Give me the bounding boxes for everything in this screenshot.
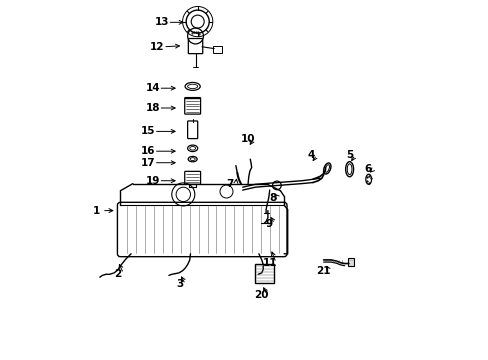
- Text: 16: 16: [141, 146, 155, 156]
- Text: 10: 10: [241, 134, 255, 144]
- Text: 17: 17: [141, 158, 155, 168]
- Text: 18: 18: [145, 103, 160, 113]
- Text: 4: 4: [307, 150, 314, 160]
- Text: 12: 12: [150, 42, 164, 52]
- Text: 15: 15: [141, 126, 155, 136]
- Text: 5: 5: [346, 150, 352, 160]
- Text: 1: 1: [92, 206, 100, 216]
- Text: 14: 14: [145, 83, 160, 93]
- Text: 3: 3: [176, 279, 183, 289]
- Text: 13: 13: [154, 17, 169, 27]
- Text: 7: 7: [226, 179, 233, 189]
- Text: 9: 9: [265, 219, 272, 229]
- Text: 11: 11: [263, 258, 277, 268]
- Text: 8: 8: [268, 193, 276, 203]
- Text: 6: 6: [363, 164, 370, 174]
- Text: 20: 20: [254, 290, 268, 300]
- Text: 19: 19: [145, 176, 160, 186]
- Text: 2: 2: [114, 269, 121, 279]
- Text: 21: 21: [316, 266, 330, 276]
